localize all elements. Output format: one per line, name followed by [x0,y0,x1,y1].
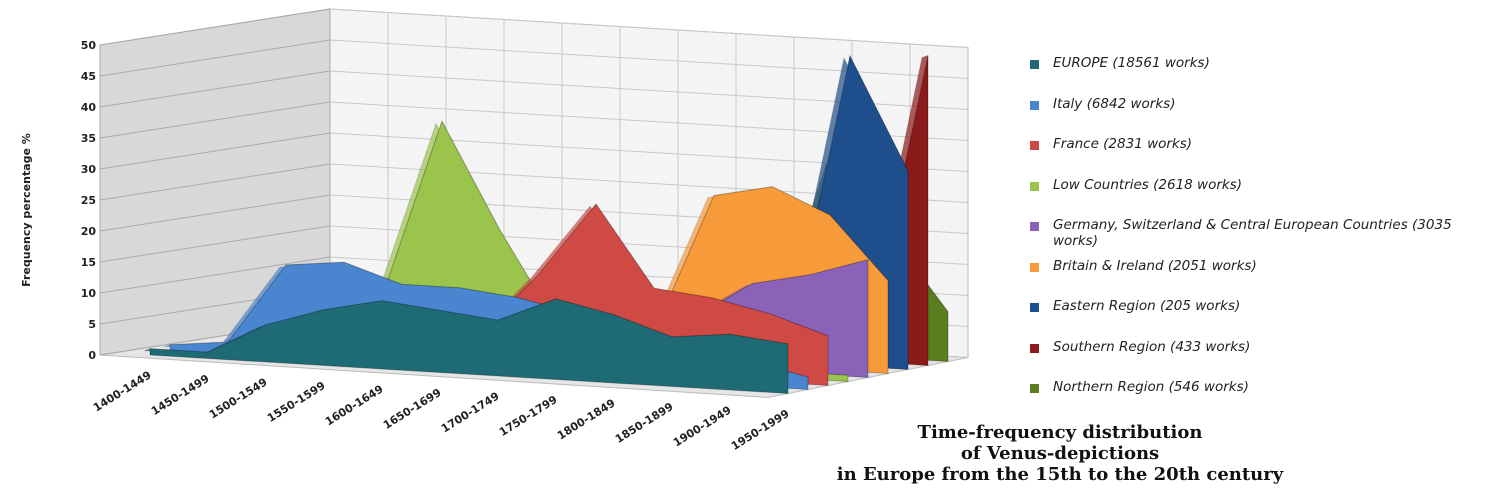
legend-label: EUROPE (18561 works) [1053,55,1210,71]
legend-item: EUROPE (18561 works) [1030,55,1495,96]
legend-label: Low Countries (2618 works) [1053,176,1243,193]
grid-line [99,194,331,232]
area [149,298,789,395]
y-axis-label: Frequency percentage % [20,133,33,287]
legend-swatch [1030,384,1039,393]
legend-swatch [1030,262,1039,272]
legend-swatch [1030,100,1039,110]
legend-swatch [1030,181,1039,191]
y-tick-label: 30 [81,163,97,176]
x-tick-label: 1700-1749 [439,390,502,436]
x-tick-label: 1400-1449 [91,369,154,415]
legend-item: Northern Region (546 works) [1030,379,1495,420]
legend-label: France (2831 works) [1053,136,1193,152]
legend-swatch [1030,343,1039,353]
y-tick-label: 25 [81,194,96,207]
legend-item: Britain & Ireland (2051 works) [1030,258,1495,299]
legend-item: Italy (6842 works) [1030,96,1495,137]
legend-item: France (2831 works) [1030,136,1495,177]
chart-title: Time-frequency distribution of Venus-dep… [836,422,1284,485]
x-tick-label: 1450-1499 [149,372,212,418]
y-tick-label: 35 [81,132,96,145]
legend-label: Southern Region (433 works) [1053,338,1251,355]
grid-line [329,8,969,48]
grid-line [99,132,331,170]
x-tick-label: 1750-1799 [497,393,560,439]
legend-swatch [1030,60,1039,69]
y-tick-label: 0 [88,349,96,362]
x-tick-label: 1550-1599 [265,379,328,425]
legend-swatch [1030,141,1039,150]
legend-swatch [1030,222,1039,231]
legend-item: Southern Region (433 works) [1030,339,1495,380]
legend: EUROPE (18561 works) Italy (6842 works) Fr… [1030,55,1495,420]
y-tick-label: 10 [81,287,97,300]
y-tick-label: 40 [81,101,97,114]
y-tick-label: 50 [81,39,97,52]
grid-line [99,39,331,77]
grid-line [99,8,331,46]
legend-label: Britain & Ireland (2051 works) [1053,257,1257,274]
legend-item: Eastern Region (205 works) [1030,298,1495,339]
x-tick-label: 1800-1849 [555,397,618,443]
x-tick-label: 1600-1649 [323,383,386,429]
grid-line [329,39,969,79]
grid-line [99,70,331,108]
legend-label: Eastern Region (205 works) [1053,298,1241,314]
legend-swatch [1030,303,1039,312]
grid-line [99,163,331,201]
legend-label: Germany, Switzerland & Central European … [1053,217,1452,249]
x-tick-label: 1650-1699 [381,386,444,432]
x-tick-label: 1850-1899 [613,400,676,446]
grid-line [99,225,331,263]
legend-item: Germany, Switzerland & Central European … [1030,217,1495,258]
x-tick-label: 1500-1549 [207,376,270,422]
legend-item: Low Countries (2618 works) [1030,177,1495,218]
grid-line [99,101,331,139]
x-tick-label: 1900-1949 [671,404,734,450]
grid-line [99,256,331,294]
y-tick-label: 15 [81,256,96,269]
y-tick-label: 20 [81,225,97,238]
y-tick-label: 45 [81,70,96,83]
legend-label: Italy (6842 works) [1053,95,1176,112]
y-tick-label: 5 [88,318,96,331]
legend-label: Northern Region (546 works) [1053,379,1249,395]
